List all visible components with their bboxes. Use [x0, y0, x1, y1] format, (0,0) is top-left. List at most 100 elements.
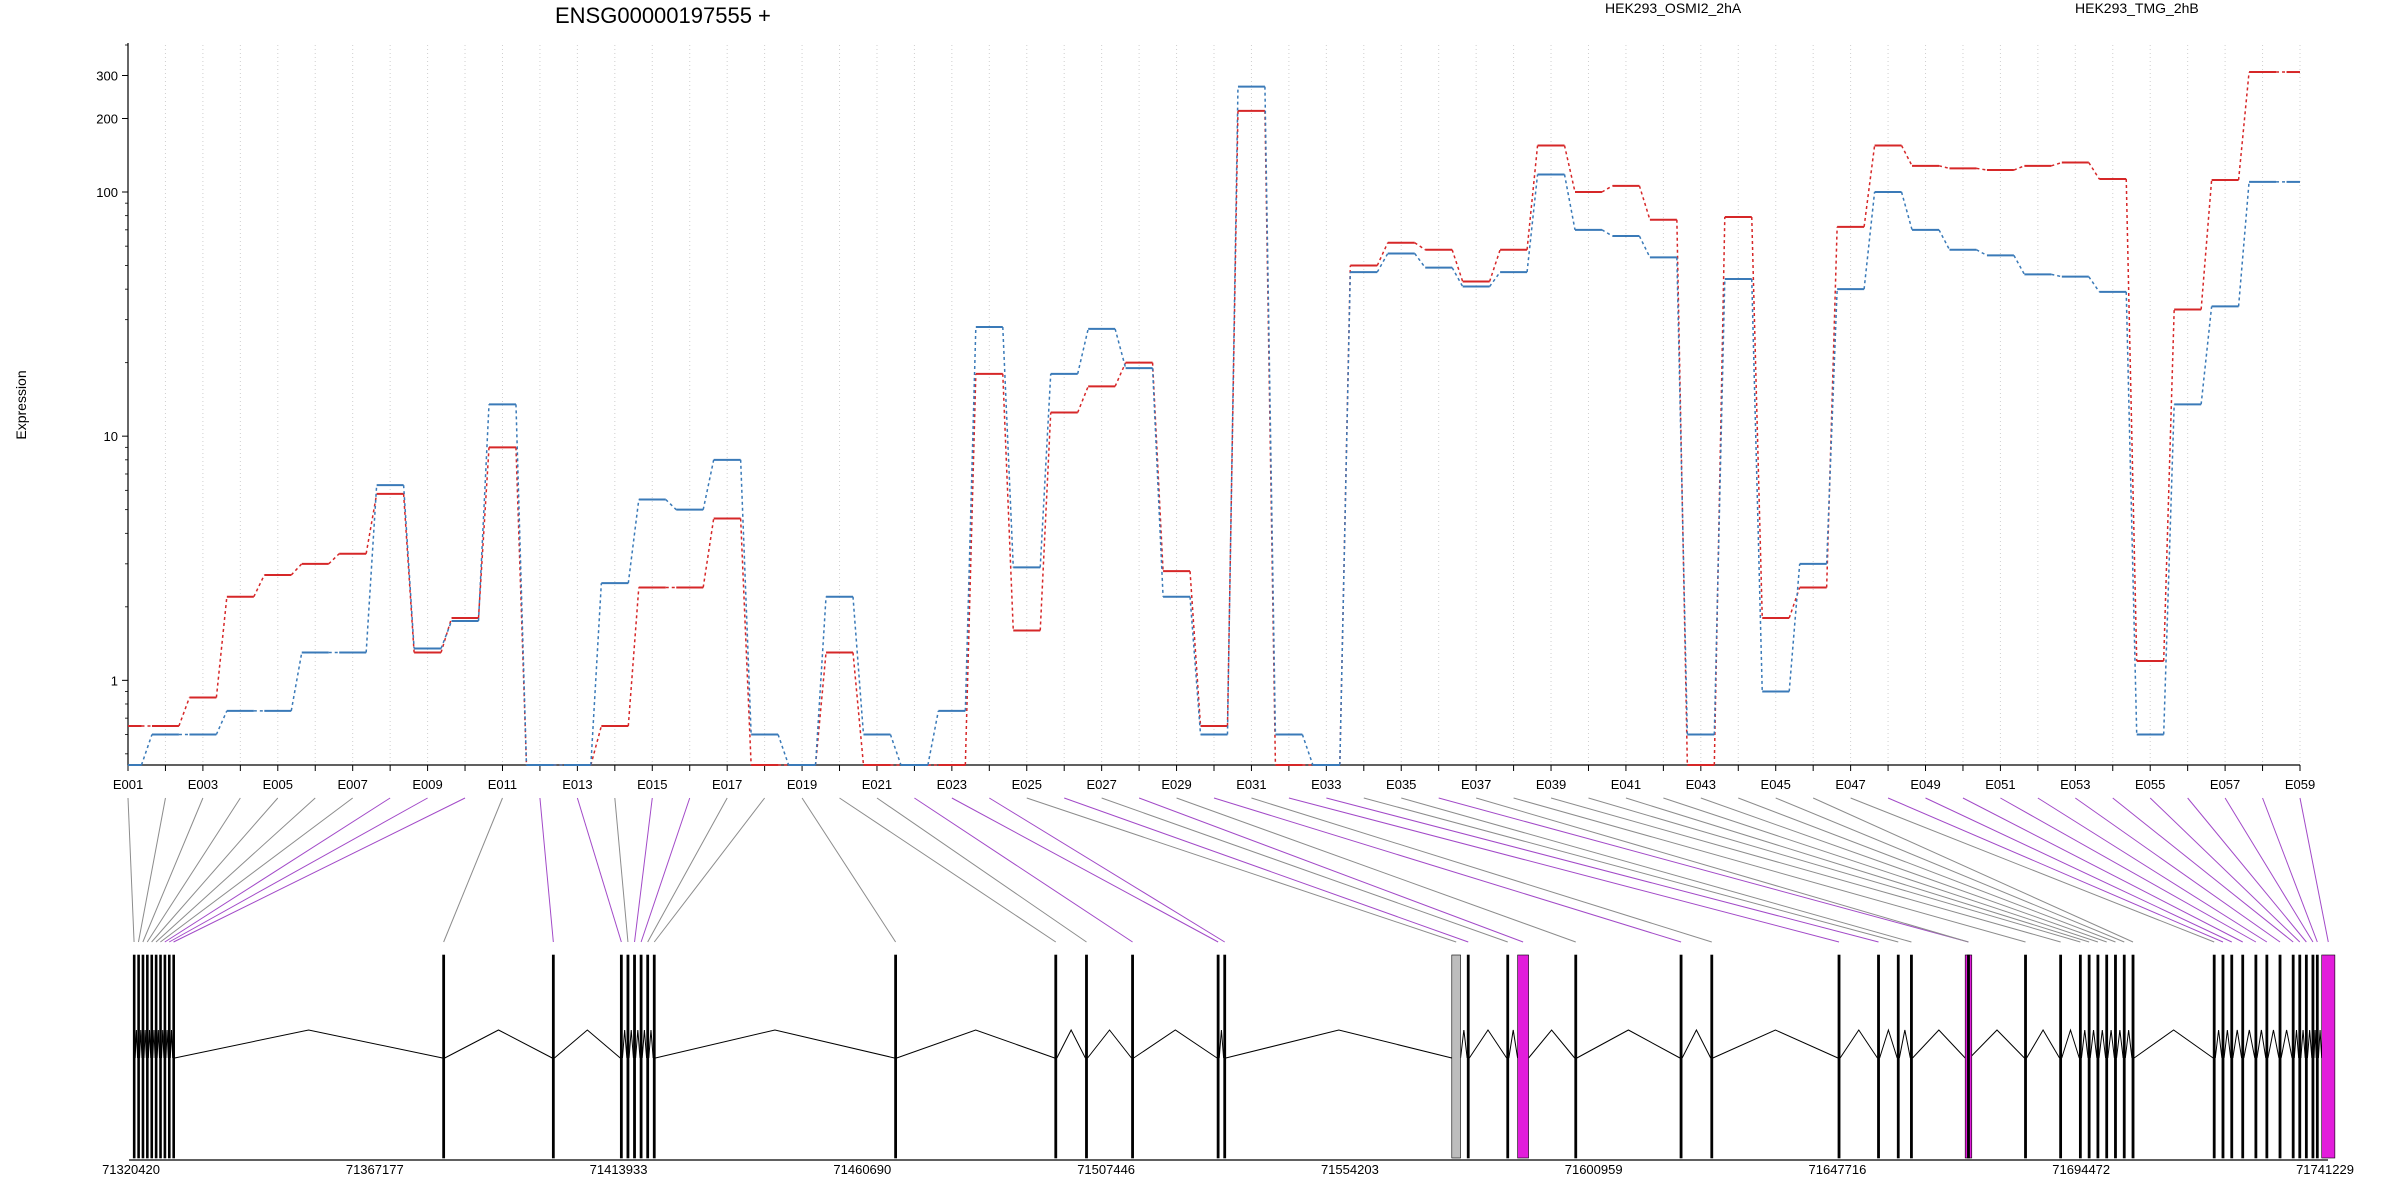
- intron-line: [896, 1029, 1055, 1059]
- intron-line: [641, 1029, 648, 1059]
- exon-connector: [1026, 797, 1457, 943]
- x-tick-label: E047: [1835, 777, 1865, 792]
- x-tick-label: E045: [1761, 777, 1791, 792]
- exon-box: [2087, 954, 2091, 1159]
- intron-line: [1460, 1029, 1468, 1059]
- exon-box: [172, 954, 175, 1159]
- y-axis-label: Expression: [13, 370, 29, 439]
- exon-connector: [1401, 797, 1912, 943]
- exon-box: [2278, 954, 2282, 1159]
- intron-line: [1528, 1029, 1576, 1059]
- intron-line: [444, 1029, 553, 1059]
- intron-line: [1898, 1029, 1911, 1059]
- x-tick-label: E019: [787, 777, 817, 792]
- intron-line: [143, 1029, 147, 1059]
- exon-connector: [989, 797, 1225, 943]
- exon-box: [2212, 954, 2216, 1159]
- exon-box: [2230, 954, 2234, 1159]
- exon-connector: [2037, 797, 2268, 943]
- x-tick-label: E011: [488, 777, 517, 792]
- intron-line: [1712, 1029, 1839, 1059]
- exon-box: [1506, 954, 1510, 1159]
- intron-line: [1218, 1029, 1225, 1059]
- exon-connector: [2224, 797, 2314, 943]
- genomic-coordinate-label: 71460690: [833, 1162, 891, 1177]
- intron-line: [2313, 1029, 2317, 1059]
- exon-connector: [1176, 797, 1576, 943]
- exon-box: [1710, 954, 1714, 1159]
- intron-line: [2124, 1029, 2133, 1059]
- exon-connector: [1962, 797, 2243, 943]
- x-tick-label: E017: [712, 777, 742, 792]
- exon-box: [2241, 954, 2245, 1159]
- series-2: [128, 85, 2300, 766]
- intron-line: [2026, 1029, 2060, 1059]
- exon-connector: [173, 797, 466, 943]
- exon-connector: [1064, 797, 1469, 943]
- exon-box: [154, 954, 158, 1159]
- exon-box: [132, 954, 136, 1159]
- intron-line: [1508, 1029, 1519, 1059]
- exon-box: [2298, 954, 2302, 1159]
- x-tick-label: E055: [2135, 777, 2165, 792]
- intron-line: [1056, 1028, 1086, 1059]
- exon-box: [1837, 954, 1841, 1159]
- intron-line: [2214, 1029, 2223, 1059]
- exon-box: [1967, 954, 1970, 1159]
- x-tick-label: E057: [2210, 777, 2240, 792]
- exon-box: [1877, 954, 1880, 1159]
- exon-connector: [2262, 797, 2318, 943]
- exon-box: [652, 954, 656, 1159]
- exon-connector: [127, 797, 135, 943]
- x-tick-label: E005: [263, 777, 293, 792]
- intron-line: [1087, 1029, 1132, 1059]
- exon-connector: [914, 797, 1133, 943]
- exon-box: [639, 954, 643, 1159]
- exon-connector: [2000, 797, 2257, 943]
- intron-line: [161, 1029, 165, 1059]
- exon-connector: [164, 797, 391, 943]
- intron-line: [2089, 1029, 2098, 1059]
- intron-line: [621, 1029, 628, 1059]
- exons: [132, 954, 2336, 1159]
- intron-line: [1133, 1029, 1218, 1059]
- x-tick-label: E001: [113, 777, 143, 792]
- x-tick-label: E013: [562, 777, 592, 792]
- x-tick-label: E027: [1086, 777, 1116, 792]
- intron-line: [655, 1029, 895, 1059]
- exon-connector: [1251, 797, 1712, 943]
- exon-connector: [634, 797, 653, 943]
- exon-box: [1910, 954, 1913, 1159]
- intron-line: [1468, 1029, 1508, 1059]
- intron-line: [1225, 1029, 1452, 1059]
- x-tick-label: E051: [1985, 777, 2015, 792]
- intron-line: [147, 1029, 152, 1059]
- exon-connector: [576, 797, 622, 943]
- x-tick-label: E053: [2060, 777, 2090, 792]
- intron-line: [2306, 1029, 2313, 1059]
- intron-line: [2300, 1029, 2306, 1059]
- intron-line: [156, 1029, 161, 1059]
- chart-title: ENSG00000197555 +: [555, 3, 771, 28]
- genomic-coordinate-label: 71367177: [346, 1162, 404, 1177]
- intron-line: [2267, 1029, 2280, 1059]
- exon-box: [2131, 954, 2135, 1159]
- genomic-coordinate-label: 71507446: [1077, 1162, 1135, 1177]
- x-tick-label: E049: [1910, 777, 1940, 792]
- intron-line: [2317, 1029, 2323, 1059]
- exon-box: [626, 954, 630, 1159]
- exon-box: [2105, 954, 2109, 1159]
- exon-box: [2059, 954, 2063, 1159]
- legend-series-2: HEK293_TMG_2hB: [2075, 0, 2199, 16]
- intron-line: [169, 1029, 174, 1059]
- exon-connector: [1363, 797, 1899, 943]
- exon-connector-lines: [127, 797, 2329, 943]
- exon-box: [2315, 954, 2319, 1159]
- exon-box: [163, 954, 167, 1159]
- exon-box: [1896, 954, 1900, 1159]
- x-tick-label: E031: [1236, 777, 1266, 792]
- exon-connector: [1101, 797, 1508, 943]
- exon-box: [2122, 954, 2126, 1159]
- exon-connector: [155, 797, 316, 943]
